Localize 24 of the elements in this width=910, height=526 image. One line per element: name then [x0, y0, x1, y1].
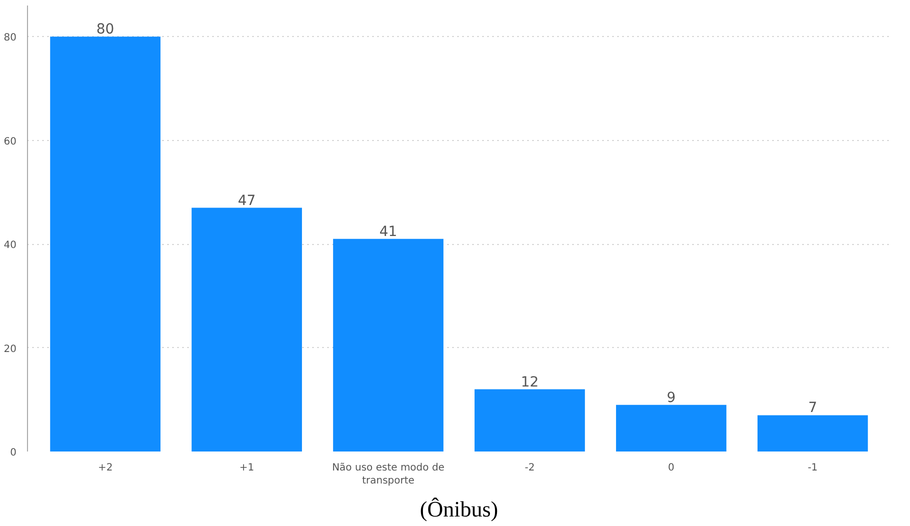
- bar: [758, 415, 868, 452]
- y-tick-label: 80: [4, 32, 17, 44]
- data-label: 80: [96, 22, 114, 38]
- y-tick-label: 40: [4, 240, 17, 252]
- y-tick-label: 60: [4, 136, 17, 148]
- x-tick-label: 0: [668, 462, 674, 474]
- y-tick-label: 0: [10, 448, 17, 458]
- data-label: 7: [808, 400, 818, 416]
- bar: [616, 404, 726, 452]
- x-tick-label: -1: [808, 462, 818, 474]
- x-tick-label: +2: [98, 462, 113, 474]
- bar: [474, 389, 585, 452]
- data-label: 41: [379, 224, 398, 240]
- data-label: 9: [666, 390, 676, 406]
- bar: [192, 208, 302, 452]
- data-label: 47: [238, 192, 256, 209]
- x-tick-label: Não uso este modo de transporte: [332, 462, 444, 487]
- x-tick-label: +1: [239, 462, 254, 474]
- bar: [333, 238, 444, 452]
- y-tick-label: 20: [4, 344, 17, 355]
- bar: [50, 36, 160, 452]
- x-tick-label: -2: [524, 462, 535, 474]
- text: (Ônibus): [420, 496, 498, 522]
- data-label: 12: [520, 374, 539, 390]
